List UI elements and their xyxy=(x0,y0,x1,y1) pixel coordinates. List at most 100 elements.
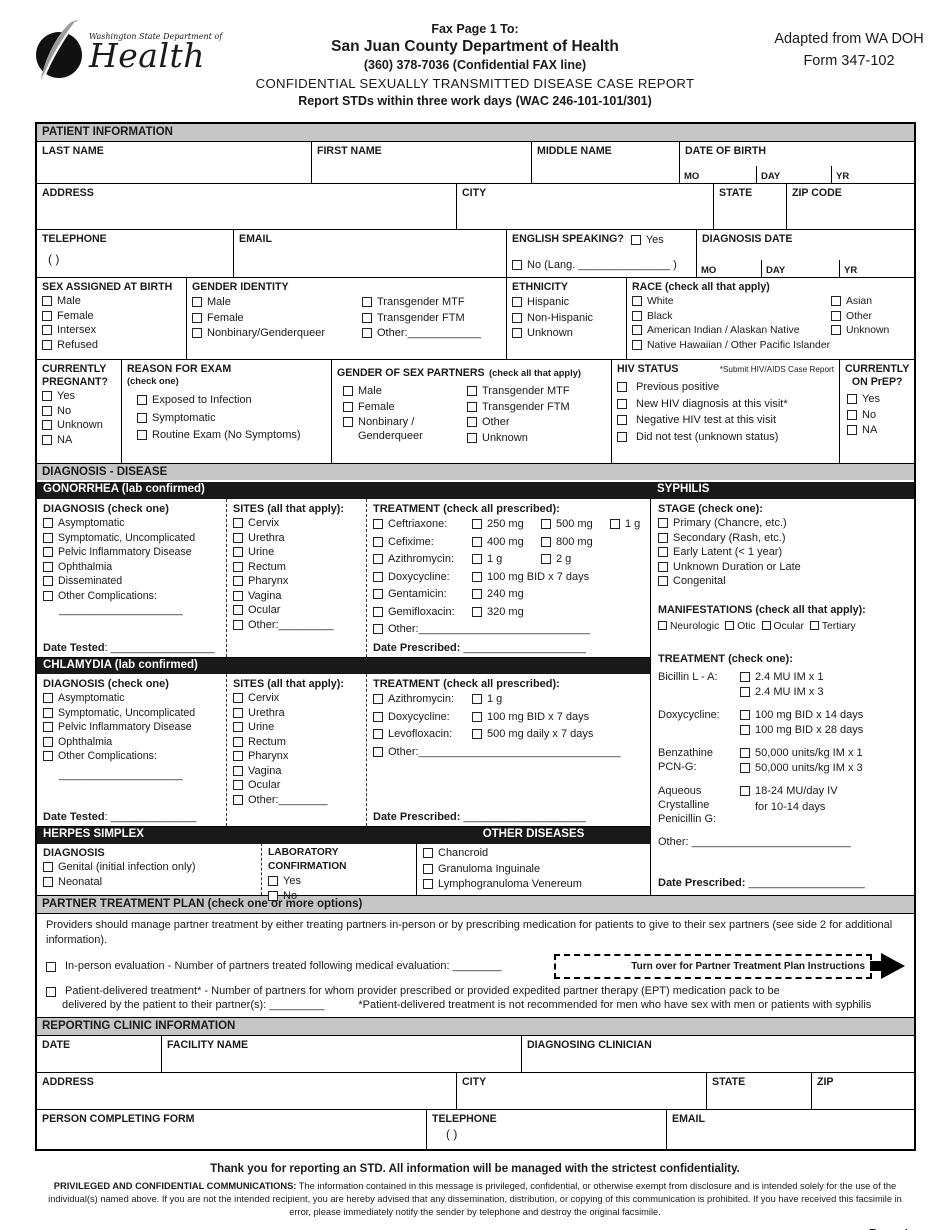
checkbox[interactable] xyxy=(847,394,857,404)
checkbox[interactable] xyxy=(373,729,383,739)
checkbox[interactable] xyxy=(343,417,353,427)
checkbox[interactable] xyxy=(373,589,383,599)
clinic-city-field[interactable]: CITY xyxy=(457,1073,707,1109)
checkbox[interactable] xyxy=(373,694,383,704)
checkbox[interactable] xyxy=(541,536,551,547)
syphilis-date-prescribed[interactable]: Date Prescribed: ___________________ xyxy=(658,875,907,892)
checkbox[interactable] xyxy=(472,571,482,582)
zip-field[interactable]: ZIP CODE xyxy=(787,184,914,229)
checkbox[interactable] xyxy=(740,686,750,697)
checkbox[interactable] xyxy=(42,310,52,321)
city-field[interactable]: CITY xyxy=(457,184,714,229)
person-completing-field[interactable]: PERSON COMPLETING FORM xyxy=(37,1110,427,1149)
checkbox[interactable] xyxy=(512,312,522,323)
clinic-state-field[interactable]: STATE xyxy=(707,1073,812,1109)
checkbox[interactable] xyxy=(373,571,383,582)
checkbox[interactable] xyxy=(658,576,668,586)
checkbox[interactable] xyxy=(233,722,243,732)
checkbox[interactable] xyxy=(233,707,243,718)
dob-day[interactable]: DAY xyxy=(757,166,832,183)
checkbox[interactable] xyxy=(42,405,52,416)
checkbox[interactable] xyxy=(847,409,857,420)
checkbox[interactable] xyxy=(373,746,383,757)
checkbox[interactable] xyxy=(233,561,243,572)
checkbox[interactable] xyxy=(233,547,243,557)
checkbox[interactable] xyxy=(472,589,482,599)
checkbox[interactable] xyxy=(512,328,522,338)
checkbox[interactable] xyxy=(831,325,841,335)
chlamydia-date-prescribed[interactable]: Date Prescribed: ____________________ xyxy=(373,809,644,823)
checkbox[interactable] xyxy=(43,722,53,732)
checkbox[interactable] xyxy=(192,297,202,307)
checkbox[interactable] xyxy=(472,694,482,704)
gonorrhea-date-prescribed[interactable]: Date Prescribed: ____________________ xyxy=(373,640,644,654)
checkbox[interactable] xyxy=(137,412,147,423)
checkbox[interactable] xyxy=(362,297,372,307)
checkbox[interactable] xyxy=(373,536,383,547)
checkbox[interactable] xyxy=(373,711,383,722)
checkbox[interactable] xyxy=(43,693,53,703)
checkbox[interactable] xyxy=(137,395,147,405)
chlamydia-other-blank[interactable]: _____________________ xyxy=(59,768,183,781)
checkbox[interactable] xyxy=(43,576,53,586)
telephone-field[interactable]: TELEPHONE ( ) xyxy=(37,230,234,277)
checkbox[interactable] xyxy=(472,606,482,617)
checkbox[interactable] xyxy=(373,554,383,564)
diag-mo[interactable]: MO xyxy=(697,260,762,277)
tx-other-label[interactable]: Other:____________________________ xyxy=(388,623,590,635)
english-yes-checkbox[interactable] xyxy=(630,235,641,245)
checkbox[interactable] xyxy=(740,672,750,682)
checkbox[interactable] xyxy=(343,386,353,396)
checkbox[interactable] xyxy=(43,547,53,557)
checkbox[interactable] xyxy=(43,532,53,543)
checkbox[interactable] xyxy=(740,724,750,735)
checkbox[interactable] xyxy=(541,519,551,529)
checkbox[interactable] xyxy=(725,620,735,630)
checkbox[interactable] xyxy=(467,417,477,427)
checkbox[interactable] xyxy=(268,876,278,886)
first-name-field[interactable]: FIRST NAME xyxy=(312,142,532,183)
english-no-checkbox[interactable] xyxy=(512,259,522,270)
checkbox[interactable] xyxy=(42,434,52,445)
syphilis-other[interactable]: Other: __________________________ xyxy=(658,836,851,848)
email-field[interactable]: EMAIL xyxy=(234,230,507,277)
checkbox[interactable] xyxy=(233,736,243,747)
facility-name-field[interactable]: FACILITY NAME xyxy=(162,1036,522,1072)
patient-delivered-checkbox[interactable] xyxy=(46,986,56,997)
checkbox[interactable] xyxy=(472,554,482,564)
checkbox[interactable] xyxy=(233,532,243,543)
checkbox[interactable] xyxy=(658,620,667,630)
checkbox[interactable] xyxy=(761,620,771,630)
checkbox[interactable] xyxy=(42,325,52,335)
checkbox[interactable] xyxy=(467,386,477,396)
checkbox[interactable] xyxy=(233,605,243,615)
checkbox[interactable] xyxy=(472,519,482,529)
checkbox[interactable] xyxy=(233,751,243,761)
checkbox[interactable] xyxy=(472,536,482,547)
middle-name-field[interactable]: MIDDLE NAME xyxy=(532,142,680,183)
tx-other-label[interactable]: Other:_________________________________ xyxy=(388,745,621,758)
checkbox[interactable] xyxy=(233,576,243,586)
checkbox[interactable] xyxy=(740,710,750,720)
checkbox[interactable] xyxy=(233,794,243,805)
checkbox[interactable] xyxy=(423,863,433,874)
checkbox[interactable] xyxy=(373,606,383,617)
checkbox[interactable] xyxy=(617,398,627,409)
checkbox[interactable] xyxy=(632,310,642,321)
checkbox[interactable] xyxy=(632,325,642,335)
clinic-email-field[interactable]: EMAIL xyxy=(667,1110,914,1149)
checkbox[interactable] xyxy=(847,425,857,435)
checkbox[interactable] xyxy=(831,296,841,306)
checkbox[interactable] xyxy=(362,328,372,338)
diag-day[interactable]: DAY xyxy=(762,260,840,277)
checkbox[interactable] xyxy=(423,848,433,858)
clinic-address-field[interactable]: ADDRESS xyxy=(37,1073,457,1109)
checkbox[interactable] xyxy=(658,561,668,572)
checkbox[interactable] xyxy=(467,401,477,412)
patient-delivered-blank[interactable]: delivered by the patient to their partne… xyxy=(62,999,325,1011)
checkbox[interactable] xyxy=(233,619,243,630)
checkbox[interactable] xyxy=(42,339,52,350)
checkbox[interactable] xyxy=(43,590,53,601)
checkbox[interactable] xyxy=(43,751,53,761)
clinic-telephone-field[interactable]: TELEPHONE ( ) xyxy=(427,1110,667,1149)
